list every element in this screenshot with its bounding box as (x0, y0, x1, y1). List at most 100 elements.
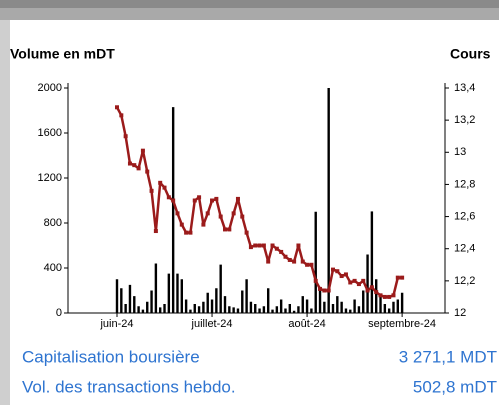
price-marker (387, 294, 392, 299)
bar (228, 306, 231, 313)
price-marker (227, 227, 232, 232)
bar (331, 304, 335, 313)
bar (353, 299, 356, 313)
price-marker (132, 163, 137, 168)
bar (171, 107, 175, 313)
y2-tick-label: 12 (454, 307, 466, 319)
y2-tick-label: 12,2 (454, 275, 475, 287)
bar (232, 307, 235, 313)
bar (400, 292, 404, 313)
bar (193, 304, 196, 313)
price-marker (192, 198, 197, 203)
bar (159, 307, 162, 313)
bar (223, 296, 227, 313)
price-marker (166, 195, 171, 200)
price-marker (223, 227, 227, 232)
bar (340, 301, 343, 313)
price-marker (287, 257, 292, 262)
bar (267, 288, 270, 313)
price-marker (266, 259, 271, 264)
bar (236, 308, 240, 313)
price-marker (123, 134, 128, 139)
price-marker (119, 113, 124, 118)
y-axis-title: Volume en mDT (10, 46, 115, 62)
price-marker (115, 105, 119, 110)
bar (133, 296, 136, 313)
stat-value: 502,8 mDT (413, 377, 497, 396)
price-marker (162, 185, 167, 190)
bar (202, 301, 205, 313)
stat-label: Capitalisation boursière (22, 347, 200, 366)
y-tick-label: 0 (56, 307, 62, 319)
top-bar (0, 0, 499, 8)
bar (336, 296, 339, 313)
price-marker (369, 285, 374, 290)
price-marker (395, 275, 400, 280)
stat-label: Vol. des transactions hebdo. (22, 377, 236, 396)
price-marker (331, 267, 335, 272)
price-marker (197, 195, 202, 200)
price-marker (205, 211, 210, 216)
price-marker (188, 230, 193, 235)
price-marker (270, 243, 275, 248)
price-marker (210, 198, 215, 203)
price-marker (244, 230, 249, 235)
price-marker (218, 214, 223, 219)
bar (167, 273, 171, 313)
bar (115, 279, 119, 313)
price-marker (283, 254, 288, 259)
price-marker (361, 278, 366, 283)
price-marker (140, 148, 145, 153)
stat-value: 3 271,1 MDT (399, 347, 497, 366)
price-marker (253, 243, 258, 248)
bar (366, 254, 369, 313)
price-marker (305, 262, 310, 267)
price-marker (326, 288, 331, 293)
price-marker (171, 198, 176, 203)
bar (124, 304, 127, 313)
bar (379, 296, 382, 313)
price-marker (374, 290, 379, 295)
x-tick-label: août-24 (288, 318, 325, 330)
bar (163, 304, 166, 313)
bar (323, 301, 326, 313)
bar (245, 279, 248, 313)
bar (305, 299, 309, 313)
price-marker (382, 294, 387, 299)
bar (120, 288, 123, 313)
price-marker (158, 180, 163, 185)
price-marker (136, 166, 141, 171)
price-marker (348, 280, 353, 285)
bar (396, 299, 399, 313)
y-tick-label: 1600 (38, 127, 62, 139)
price-marker (309, 262, 314, 267)
bar (387, 308, 391, 313)
left-strip (0, 20, 10, 405)
bar (128, 284, 132, 313)
bar (146, 301, 149, 313)
price-marker (231, 211, 236, 216)
y2-tick-label: 12,8 (454, 178, 475, 190)
price-marker (292, 259, 297, 264)
price-marker (274, 246, 279, 251)
bar (357, 306, 361, 313)
bar (275, 306, 279, 313)
bar (301, 296, 304, 313)
bar (344, 308, 348, 313)
y2-axis-title: Cours (450, 46, 491, 62)
bar (249, 301, 253, 313)
bar (314, 211, 317, 313)
bar (197, 306, 201, 313)
bar (362, 290, 365, 313)
price-marker (201, 222, 206, 227)
bar (180, 279, 183, 313)
price-marker (153, 229, 158, 234)
bar (271, 309, 274, 313)
bar (370, 211, 374, 313)
bar (292, 310, 296, 313)
y2-tick-label: 12,4 (454, 243, 475, 255)
bar (392, 301, 395, 313)
bar (327, 88, 330, 313)
price-marker (240, 214, 245, 219)
